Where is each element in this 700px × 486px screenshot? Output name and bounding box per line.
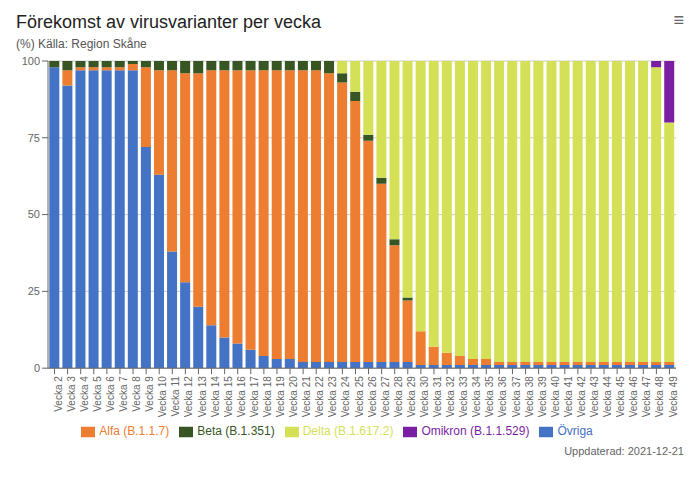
html-text:Delta (B.1.617.2): Delta (B.1.617.2) — [302, 424, 394, 439]
svg-text:Vecka 3: Vecka 3 — [66, 376, 77, 412]
svg-text:Vecka 17: Vecka 17 — [249, 376, 260, 418]
html-text:Beta (B.1.351): Beta (B.1.351) — [197, 424, 275, 439]
html-text:Omikron (B.1.1.529): Omikron (B.1.1.529) — [421, 424, 530, 439]
svg-text:Vecka 47: Vecka 47 — [641, 376, 652, 418]
svg-text:Vecka 29: Vecka 29 — [406, 376, 417, 418]
svg-text:Vecka 22: Vecka 22 — [314, 376, 325, 418]
svg-text:Vecka 14: Vecka 14 — [210, 376, 221, 418]
svg-text:Vecka 2: Vecka 2 — [53, 376, 64, 412]
svg-text:Vecka 40: Vecka 40 — [550, 376, 561, 418]
svg-text:Vecka 24: Vecka 24 — [340, 376, 351, 418]
svg-text:Vecka 34: Vecka 34 — [471, 376, 482, 418]
svg-text:0: 0 — [34, 362, 40, 374]
svg-text:Vecka 43: Vecka 43 — [589, 376, 600, 418]
svg-text:Vecka 9: Vecka 9 — [144, 376, 155, 412]
svg-text:Vecka 10: Vecka 10 — [157, 376, 168, 418]
svg-text:Vecka 28: Vecka 28 — [393, 376, 404, 418]
svg-text:Vecka 25: Vecka 25 — [354, 376, 365, 418]
html-text:Alfa (B.1.1.7): Alfa (B.1.1.7) — [99, 424, 170, 439]
svg-text:Vecka 37: Vecka 37 — [511, 376, 522, 418]
svg-text:Vecka 26: Vecka 26 — [367, 376, 378, 418]
svg-text:Vecka 32: Vecka 32 — [445, 376, 456, 418]
svg-text:Vecka 4: Vecka 4 — [79, 376, 90, 412]
svg-text:Vecka 46: Vecka 46 — [628, 376, 639, 418]
svg-text:Vecka 31: Vecka 31 — [432, 376, 443, 418]
html-text:(%) Källa: Region Skåne: (%) Källa: Region Skåne — [16, 37, 147, 51]
svg-text:Vecka 35: Vecka 35 — [484, 376, 495, 418]
svg-text:Vecka 5: Vecka 5 — [92, 376, 103, 412]
svg-text:Vecka 21: Vecka 21 — [301, 376, 312, 418]
svg-text:75: 75 — [28, 132, 40, 144]
svg-text:Vecka 39: Vecka 39 — [537, 376, 548, 418]
svg-text:Vecka 49: Vecka 49 — [668, 376, 679, 418]
svg-text:Vecka 6: Vecka 6 — [105, 376, 116, 412]
svg-text:Vecka 36: Vecka 36 — [497, 376, 508, 418]
svg-text:Vecka 11: Vecka 11 — [170, 376, 181, 417]
svg-text:Vecka 38: Vecka 38 — [524, 376, 535, 418]
svg-text:Vecka 20: Vecka 20 — [288, 376, 299, 418]
svg-text:25: 25 — [28, 285, 40, 297]
svg-text:Vecka 8: Vecka 8 — [131, 376, 142, 412]
svg-text:Vecka 19: Vecka 19 — [275, 376, 286, 418]
html-text:Förekomst av virusvarianter pe: Förekomst av virusvarianter per vecka — [16, 12, 322, 32]
svg-text:Vecka 15: Vecka 15 — [223, 376, 234, 418]
svg-text:Vecka 13: Vecka 13 — [197, 376, 208, 418]
html-text:Uppdaterad: 2021-12-21: Uppdaterad: 2021-12-21 — [564, 445, 684, 457]
svg-text:Vecka 33: Vecka 33 — [458, 376, 469, 418]
svg-text:Vecka 12: Vecka 12 — [183, 376, 194, 418]
svg-text:100: 100 — [22, 55, 40, 67]
svg-text:Vecka 30: Vecka 30 — [419, 376, 430, 418]
html-text:Övriga: Övriga — [557, 424, 593, 439]
svg-text:Vecka 27: Vecka 27 — [380, 376, 391, 418]
svg-text:Vecka 41: Vecka 41 — [563, 376, 574, 418]
svg-text:Vecka 48: Vecka 48 — [654, 376, 665, 418]
svg-text:Vecka 23: Vecka 23 — [327, 376, 338, 418]
svg-text:Vecka 7: Vecka 7 — [118, 376, 129, 412]
svg-text:Vecka 16: Vecka 16 — [236, 376, 247, 418]
svg-text:Vecka 42: Vecka 42 — [576, 376, 587, 418]
svg-text:50: 50 — [28, 208, 40, 220]
svg-text:Vecka 44: Vecka 44 — [602, 376, 613, 418]
svg-text:Vecka 45: Vecka 45 — [615, 376, 626, 418]
svg-text:Vecka 18: Vecka 18 — [262, 376, 273, 418]
